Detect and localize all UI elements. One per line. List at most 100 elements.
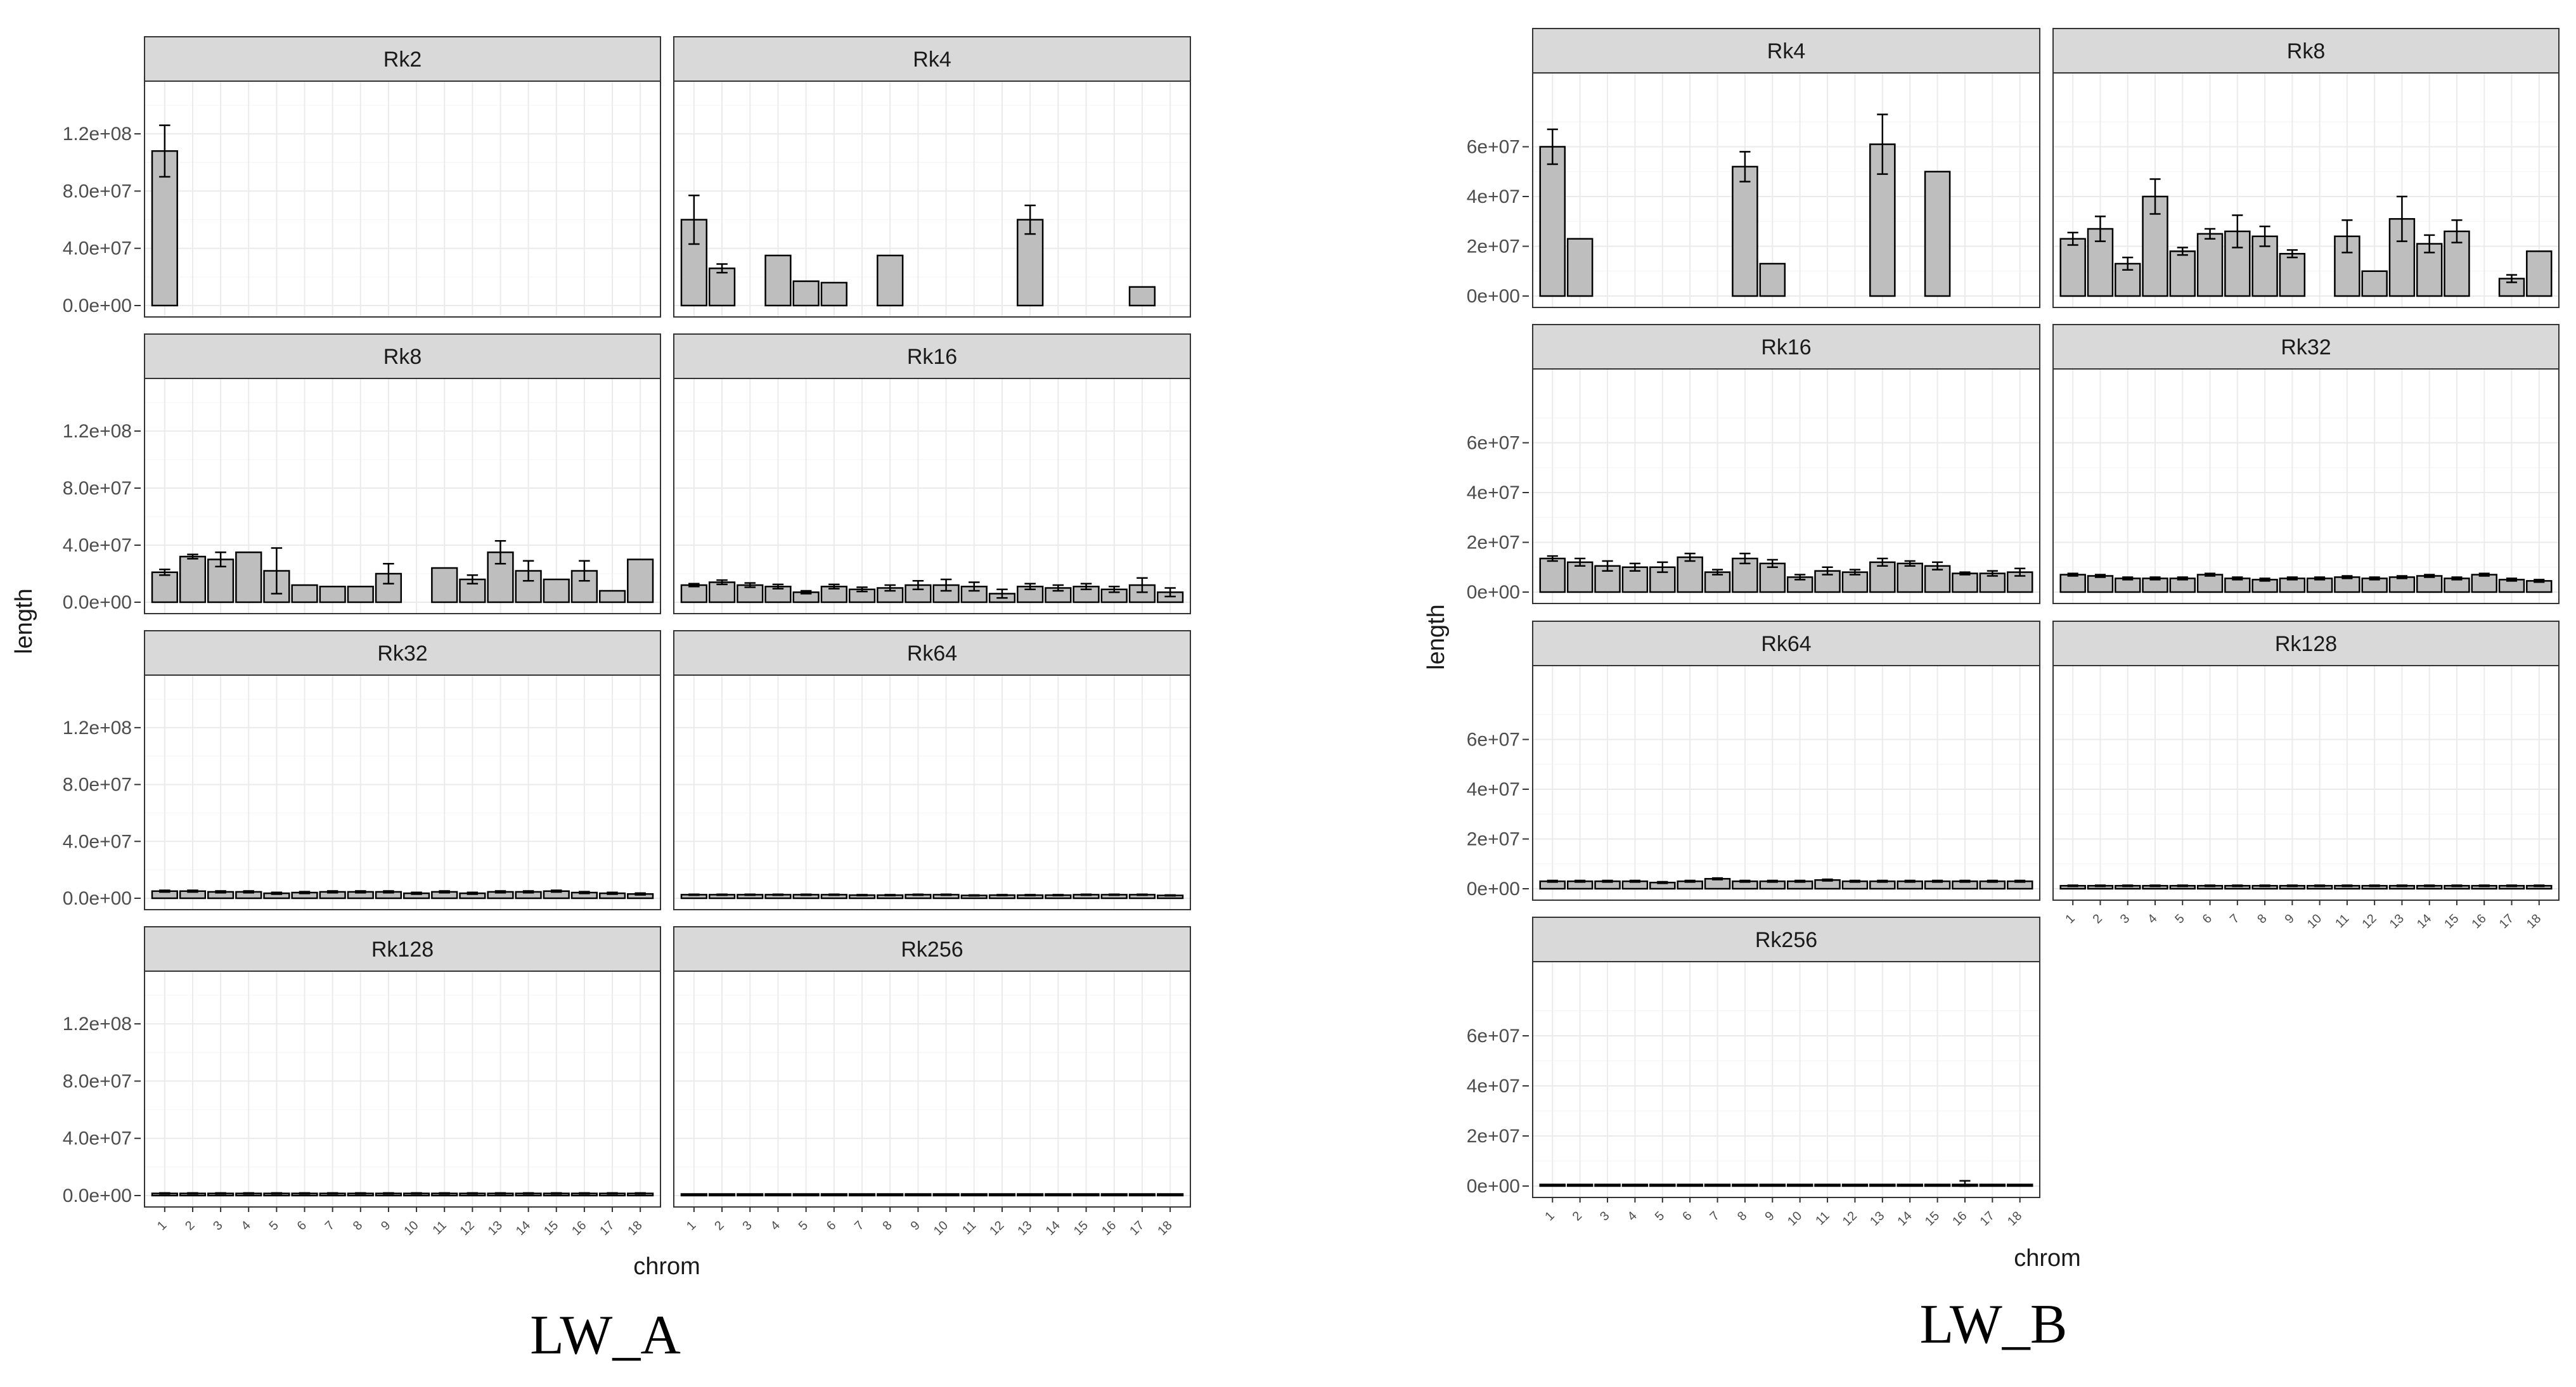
panel-border	[144, 378, 661, 614]
x-tick-label: 16	[2469, 912, 2489, 931]
error-bar-chrom-9	[1767, 879, 1778, 883]
error-bar-chrom-10	[411, 1192, 422, 1195]
panel-border	[144, 971, 661, 1208]
error-bar-chrom-16	[1108, 586, 1120, 593]
bar-chrom-11	[960, 1193, 988, 1197]
error-bar-chrom-17	[1987, 879, 1998, 883]
bar-chrom-15	[1924, 565, 1951, 593]
bar-chrom-6	[1677, 556, 1703, 593]
x-tick-label: 14	[1043, 1218, 1063, 1238]
x-tick-label: 14	[1895, 1209, 1914, 1229]
bar-chrom-3	[737, 584, 764, 603]
y-tick-label: 2e+07	[1467, 236, 1520, 257]
x-tick-label: 2	[712, 1218, 726, 1233]
y-tick-label: 6e+07	[1467, 1026, 1520, 1047]
panel-border	[2052, 72, 2560, 308]
bar-chrom-10	[932, 584, 960, 603]
error-bar-chrom-14	[1904, 560, 1916, 567]
error-bar-chrom-16	[579, 1192, 590, 1195]
x-tick-label: 17	[1978, 1209, 1997, 1229]
error-bar-chrom-16	[2478, 572, 2490, 577]
error-bar-chrom-1	[2067, 572, 2078, 577]
panel-border	[673, 971, 1191, 1208]
bar-chrom-4	[764, 254, 792, 307]
y-tick-label: 0.0e+00	[63, 888, 132, 909]
bar-chrom-2	[1566, 1184, 1594, 1187]
panel-border	[1532, 72, 2040, 308]
error-bar-chrom-16	[1108, 893, 1120, 896]
x-tick-label: 12	[987, 1218, 1007, 1238]
error-bar-chrom-8	[355, 1192, 366, 1195]
x-tick-label: 18	[2524, 912, 2544, 931]
bar-chrom-8	[1732, 1184, 1758, 1187]
facet-strip	[2052, 28, 2560, 74]
error-bar-chrom-13	[1024, 204, 1036, 235]
y-tick-label: 1.2e+08	[63, 718, 132, 739]
plot-background	[1533, 73, 2040, 307]
bar-chrom-7	[1704, 1184, 1731, 1187]
bar-chrom-1	[2059, 238, 2086, 297]
x-tick-label: 18	[625, 1218, 645, 1238]
facet-panel-rk32: Rk32	[144, 630, 661, 910]
error-bar-chrom-1	[2067, 231, 2078, 246]
error-bar-chrom-1	[688, 194, 700, 245]
error-bar-chrom-9	[383, 1192, 394, 1195]
y-tick-label: 0.0e+00	[63, 1185, 132, 1206]
bar-chrom-2	[708, 268, 736, 307]
error-bar-chrom-8	[2259, 225, 2270, 247]
error-bar-chrom-13	[1877, 113, 1888, 175]
error-bar-chrom-14	[2424, 884, 2435, 887]
bar-chrom-6	[2196, 233, 2224, 297]
plot-background	[2053, 666, 2559, 900]
error-bar-chrom-18	[2014, 879, 2026, 883]
error-bar-chrom-18	[634, 1192, 646, 1195]
error-bar-chrom-3	[744, 582, 756, 588]
x-tick-label: 8	[880, 1218, 894, 1233]
error-bar-chrom-8	[884, 584, 896, 592]
error-bar-chrom-1	[688, 893, 700, 896]
bar-chrom-14	[2416, 575, 2443, 593]
bar-chrom-9	[905, 584, 932, 603]
error-bar-chrom-1	[1547, 555, 1558, 562]
error-bar-chrom-7	[1711, 569, 1723, 576]
y-tick-label: 4e+07	[1467, 779, 1520, 800]
bar-chrom-12	[2361, 577, 2388, 593]
error-bar-chrom-8	[1739, 879, 1751, 883]
error-bar-chrom-8	[2259, 884, 2270, 887]
facet-strip-label: Rk256	[1755, 928, 1817, 952]
error-bar-chrom-10	[411, 891, 422, 895]
facet-strip-label: Rk32	[2281, 335, 2331, 359]
error-bar-chrom-11	[1822, 566, 1833, 576]
bar-chrom-9	[1759, 1184, 1786, 1187]
error-bar-chrom-3	[215, 890, 226, 894]
x-tick-label: 1	[1542, 1209, 1557, 1223]
bar-chrom-9	[2279, 577, 2306, 593]
error-bar-chrom-4	[2149, 576, 2161, 581]
error-bar-chrom-17	[2506, 577, 2518, 582]
gridlines	[145, 971, 660, 1207]
bar-chrom-6	[291, 584, 318, 603]
x-tick-label: 11	[960, 1218, 979, 1237]
error-bar-chrom-6	[2204, 228, 2216, 240]
x-tick-label: 2	[2090, 912, 2105, 926]
panel-border	[2052, 665, 2560, 901]
y-tick-label: 8.0e+07	[63, 775, 132, 796]
error-bar-chrom-14	[522, 560, 534, 582]
error-bar-chrom-17	[1137, 893, 1148, 896]
figure-caption: LW_A	[530, 1305, 681, 1366]
error-bar-chrom-13	[2396, 575, 2408, 579]
bar-chrom-3	[737, 1193, 764, 1197]
error-bar-chrom-10	[1794, 574, 1806, 581]
x-tick-label: 4	[238, 1218, 253, 1233]
bar-chrom-4	[1621, 1184, 1649, 1187]
bar-chrom-14	[1897, 562, 1923, 593]
x-tick-label: 17	[2497, 912, 2516, 931]
bar-chrom-1	[680, 1193, 708, 1197]
error-bar-chrom-9	[912, 580, 924, 590]
error-bar-chrom-11	[969, 894, 980, 897]
error-bar-chrom-7	[2232, 214, 2243, 248]
chart-lw-a: 0.0e+00 4.0e+07 8.0e+07 1.2e+08 0.0e+00 4.0e+…	[11, 36, 1191, 1366]
error-bar-chrom-1	[159, 124, 171, 178]
x-tick-label: 7	[852, 1218, 866, 1233]
